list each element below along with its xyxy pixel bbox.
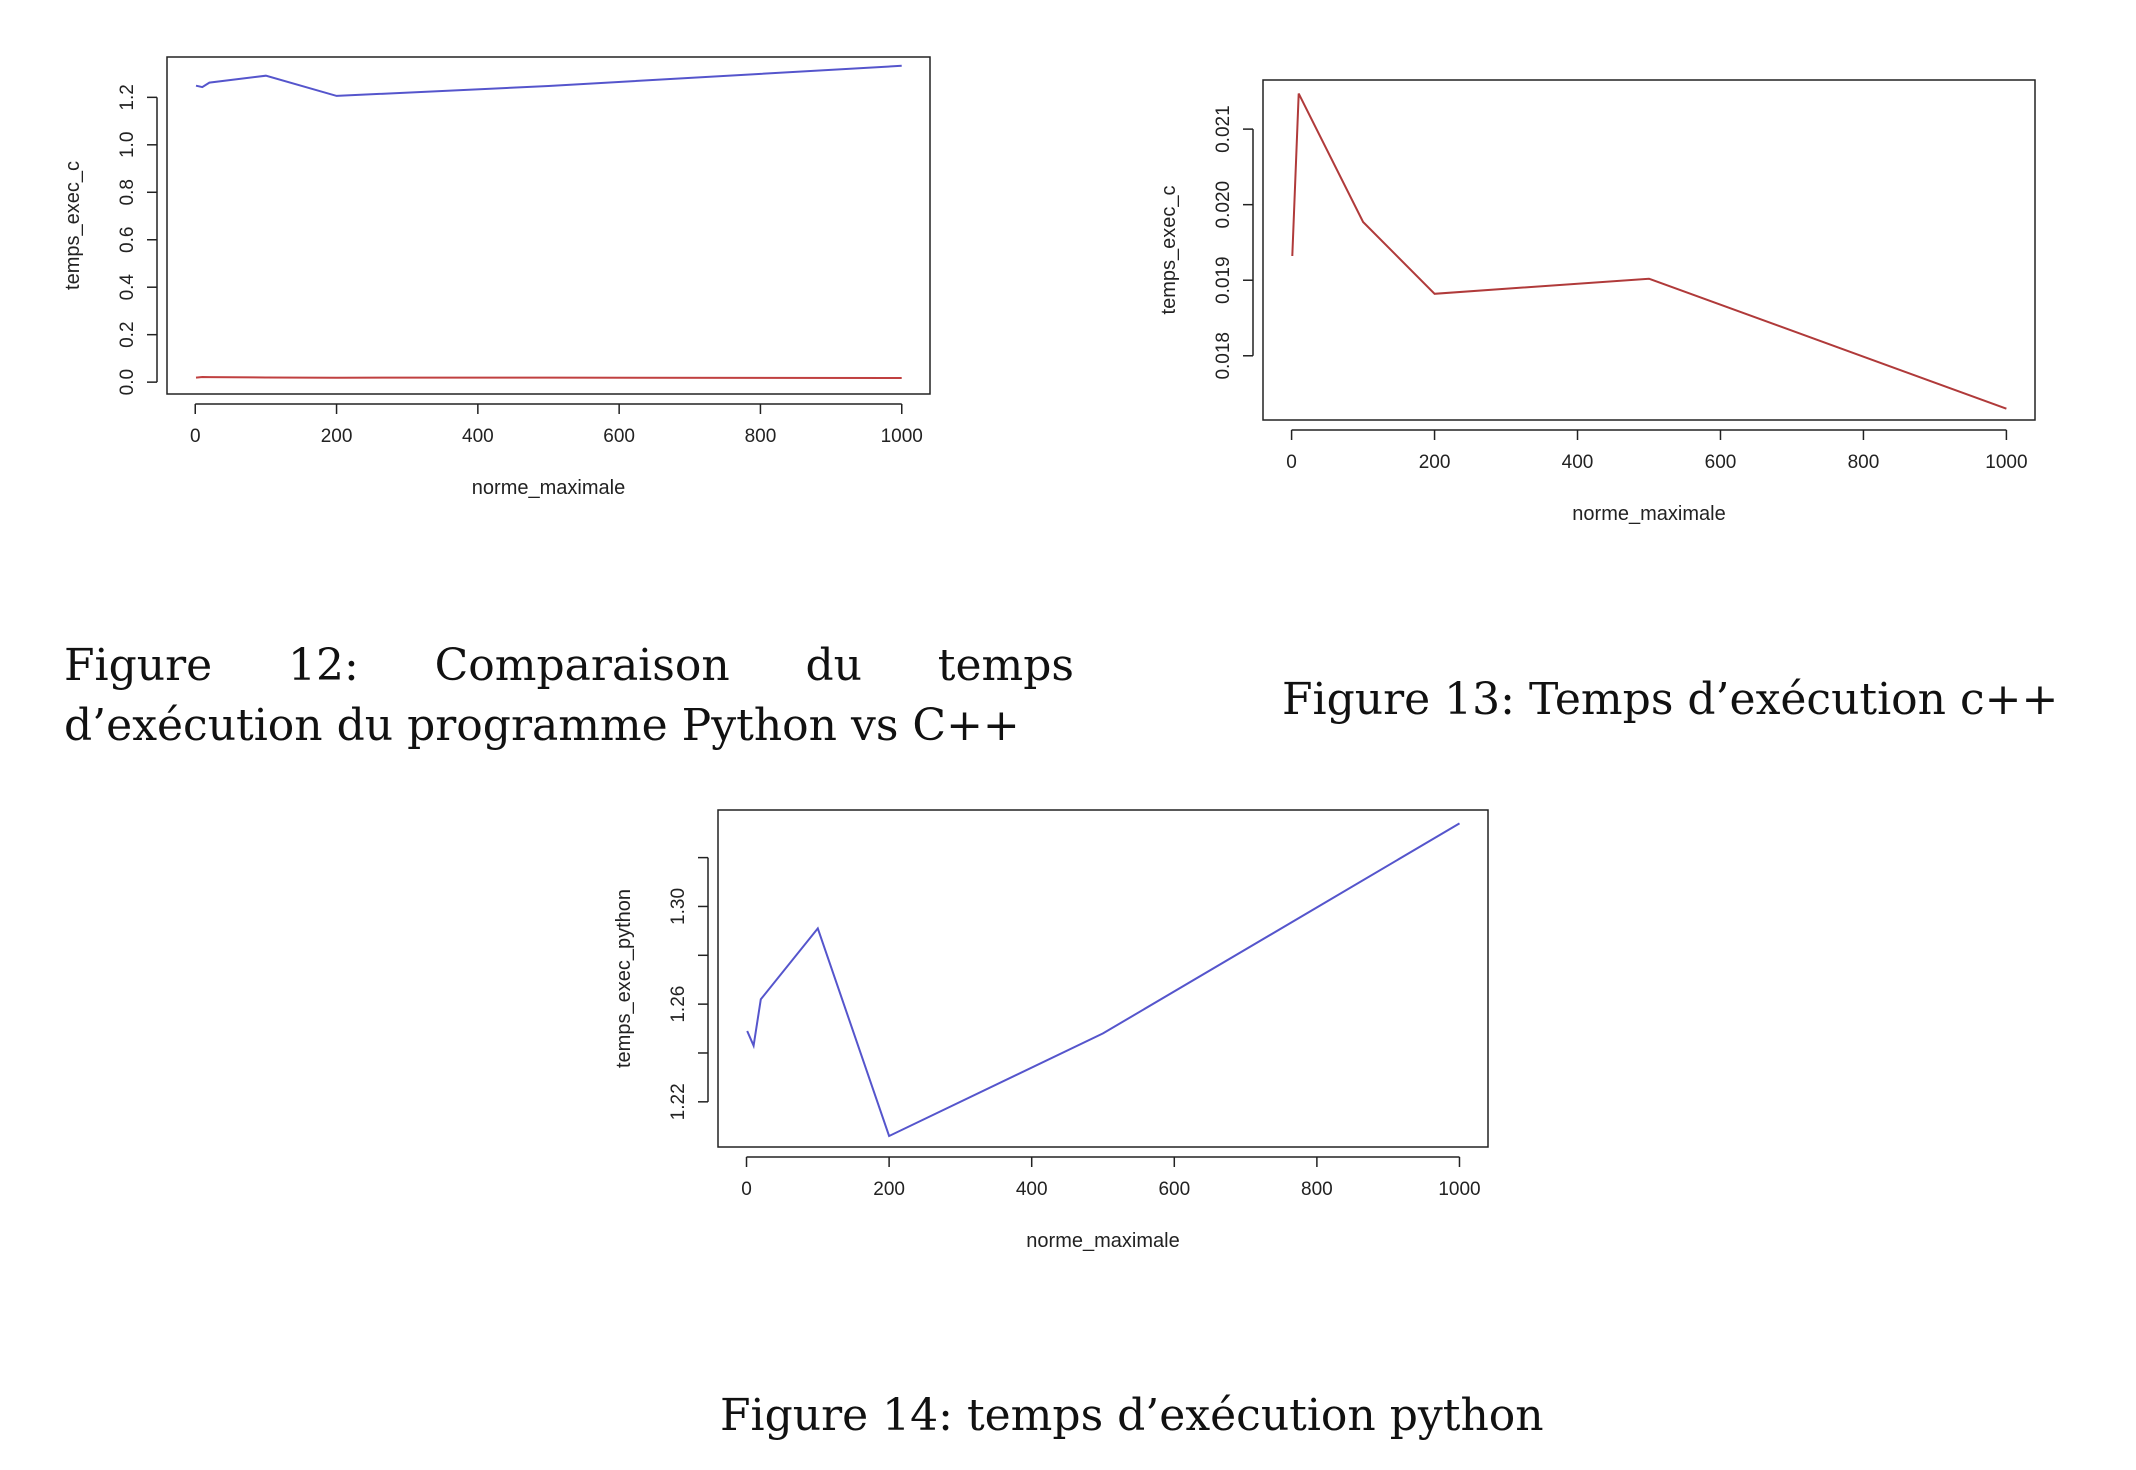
y-tick-label: 1.22 [668,1083,689,1120]
chart-cpp-exec-time: 0 200 400 600 800 1000 0.018 0.019 0.020 0.021 nor… [1150,60,2050,530]
x-tick-label: 200 [1419,452,1451,473]
plot-frame [717,809,1489,1148]
y-tick-label: 0.018 [1213,332,1234,380]
figure-12-caption: Figure 12: Comparaison du temps d’exécut… [64,640,1074,751]
y-tick-label: 1.0 [117,132,138,158]
x-tick-label: 400 [1016,1179,1048,1200]
chart-14-svg: 0 200 400 600 800 1000 1.22 1.26 1.30 norme_maxim… [613,809,1489,1252]
chart-12-svg: 0 200 400 600 800 1000 0.0 0.2 0.4 0.6 0.8 1.0 1.2 no… [62,56,931,499]
y-axis-title: temps_exec_c [62,161,84,290]
x-tick-label: 400 [1562,452,1594,473]
series-line-1 [1291,93,2007,410]
x-tick-label: 600 [1158,1179,1190,1200]
x-tick-label: 1000 [1438,1179,1480,1200]
y-tick-label: 0.2 [117,321,138,347]
y-tick-label: 1.26 [668,986,689,1023]
y-axis-title: temps_exec_c [1158,186,1180,315]
series-line-2 [195,375,902,379]
plot-frame [1262,79,2036,421]
x-tick-label: 400 [462,426,494,447]
series-line-1 [746,822,1461,1138]
x-tick-label: 800 [1848,452,1880,473]
x-tick-label: 200 [873,1179,905,1200]
y-tick-label: 0.019 [1213,256,1234,304]
x-axis-title: norme_maximale [1026,1230,1179,1252]
figure-13-caption: Figure 13: Temps d’exécution c++ [1282,674,2059,725]
x-tick-label: 600 [603,426,635,447]
chart-python-vs-cpp: 0 200 400 600 800 1000 0.0 0.2 0.4 0.6 0.8 1.0 1.2 no… [60,40,960,510]
x-tick-label: 800 [1301,1179,1333,1200]
y-tick-label: 0.0 [117,369,138,395]
y-tick-label: 0.4 [117,274,138,301]
y-axis-title: temps_exec_python [613,889,635,1068]
y-tick-label: 0.8 [117,179,138,205]
x-axis-title: norme_maximale [1572,503,1725,525]
x-tick-label: 800 [745,426,777,447]
y-tick-label: 1.2 [117,84,138,110]
y-tick-label: 1.30 [668,888,689,925]
x-tick-label: 1000 [881,426,923,447]
x-tick-label: 0 [190,426,201,447]
plot-frame [166,56,931,395]
x-tick-label: 600 [1705,452,1737,473]
y-tick-label: 0.020 [1213,181,1234,229]
chart-python-exec-time: 0 200 400 600 800 1000 1.22 1.26 1.30 norme_maxim… [608,790,1508,1260]
y-tick-label: 0.021 [1213,105,1234,153]
x-tick-label: 0 [1286,452,1297,473]
series-line-1 [195,64,902,97]
x-tick-label: 1000 [1985,452,2027,473]
chart-13-svg: 0 200 400 600 800 1000 0.018 0.019 0.020 0.021 nor… [1158,79,2036,525]
x-axis-title: norme_maximale [472,477,625,499]
x-tick-label: 200 [321,426,353,447]
y-tick-label: 0.6 [117,227,138,253]
x-tick-label: 0 [741,1179,752,1200]
figure-14-caption: Figure 14: temps d’exécution python [720,1390,1544,1441]
